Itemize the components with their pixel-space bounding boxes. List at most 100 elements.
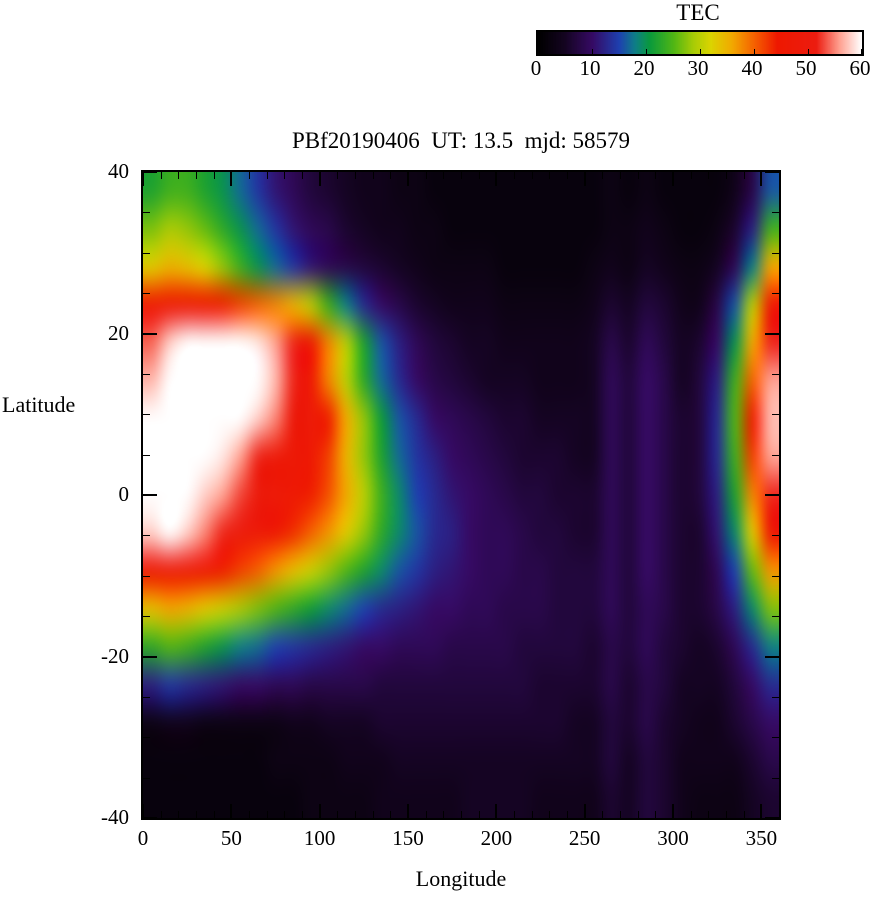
y-minor-tick [143,575,150,577]
y-minor-tick [143,252,150,254]
y-minor-tick [772,252,779,254]
y-major-tick [765,655,779,658]
x-minor-tick [567,172,568,179]
x-minor-tick [443,172,445,179]
y-minor-tick [143,696,150,698]
x-minor-tick [743,811,745,818]
x-minor-tick [284,811,286,818]
x-minor-tick [372,811,374,818]
colorbar-gradient-canvas [538,32,862,54]
x-minor-tick [178,811,180,818]
x-minor-tick [266,811,268,818]
colorbar-tick-mark [754,49,755,54]
x-major-tick [760,172,763,186]
x-major-tick [230,172,233,186]
y-major-tick [765,332,779,335]
colorbar-tick-mark [861,49,862,54]
x-minor-tick [160,172,162,179]
x-major-tick [760,804,763,818]
x-minor-tick [708,172,710,179]
x-minor-tick [655,172,657,179]
x-minor-tick [655,811,657,818]
x-minor-tick [266,172,268,179]
x-minor-tick [726,172,727,179]
x-tick-label: 300 [657,826,689,850]
x-minor-tick [196,811,197,818]
y-minor-tick [772,696,779,698]
y-minor-tick [143,293,150,295]
y-minor-tick [772,212,779,214]
y-minor-tick [772,454,779,456]
x-minor-tick [531,172,533,179]
colorbar-tick-mark [700,49,701,54]
x-minor-tick [355,811,356,818]
y-minor-tick [143,212,150,214]
y-minor-tick [143,535,150,537]
x-axis-label: Longitude [415,866,507,891]
y-tick-label: 20 [108,320,129,345]
x-major-tick [407,804,409,818]
y-major-tick [143,332,157,335]
x-minor-tick [637,172,639,179]
x-tick-label: 0 [137,826,149,850]
y-tick-label: 0 [118,482,130,506]
x-minor-tick [602,172,604,179]
x-major-tick [672,172,674,186]
y-minor-tick [772,616,779,618]
x-major-tick [583,804,586,818]
x-major-tick [142,804,144,818]
x-major-tick [495,172,498,186]
y-minor-tick [772,535,779,537]
y-minor-tick [143,737,150,739]
y-major-tick [765,817,779,819]
y-minor-tick [143,777,150,779]
x-minor-tick [443,811,445,818]
colorbar-tick-label: 60 [849,56,871,80]
colorbar-tick-label: 0 [530,56,542,80]
x-minor-tick [620,172,621,179]
x-minor-tick [196,172,197,179]
y-major-tick [765,494,779,496]
y-major-tick [765,171,779,173]
x-tick-label: 200 [480,826,513,850]
x-tick-label: 100 [303,826,336,850]
x-major-tick [583,172,586,186]
colorbar-tick-mark [808,49,809,54]
plot-area [141,170,781,820]
x-minor-tick [549,172,551,179]
chart-title: PBf20190406 UT: 13.5 mjd: 58579 [291,128,631,153]
x-minor-tick [549,811,551,818]
x-minor-tick [390,172,392,179]
x-minor-tick [478,172,480,179]
x-major-tick [142,172,144,186]
x-minor-tick [531,811,533,818]
x-major-tick [495,804,498,818]
x-tick-label: 250 [568,826,601,850]
colorbar-tick-mark [646,49,647,54]
x-minor-tick [514,172,515,179]
y-major-tick [143,817,157,819]
x-minor-tick [390,811,392,818]
x-major-tick [407,172,409,186]
x-tick-label: 50 [220,826,242,850]
x-minor-tick [160,811,162,818]
x-minor-tick [690,811,692,818]
x-major-tick [318,172,321,186]
y-minor-tick [143,616,150,618]
x-tick-label: 350 [745,826,778,850]
x-major-tick [318,804,321,818]
colorbar-tick-mark [538,49,539,54]
x-minor-tick [249,172,250,179]
x-minor-tick [708,811,710,818]
colorbar-title: TEC [676,0,720,25]
x-minor-tick [690,172,692,179]
y-major-tick [143,171,157,173]
y-minor-tick [143,373,150,375]
x-minor-tick [743,172,745,179]
x-minor-tick [302,172,303,179]
x-minor-tick [514,811,515,818]
colorbar-tick-mark [592,49,593,54]
x-minor-tick [637,811,639,818]
x-minor-tick [337,811,339,818]
